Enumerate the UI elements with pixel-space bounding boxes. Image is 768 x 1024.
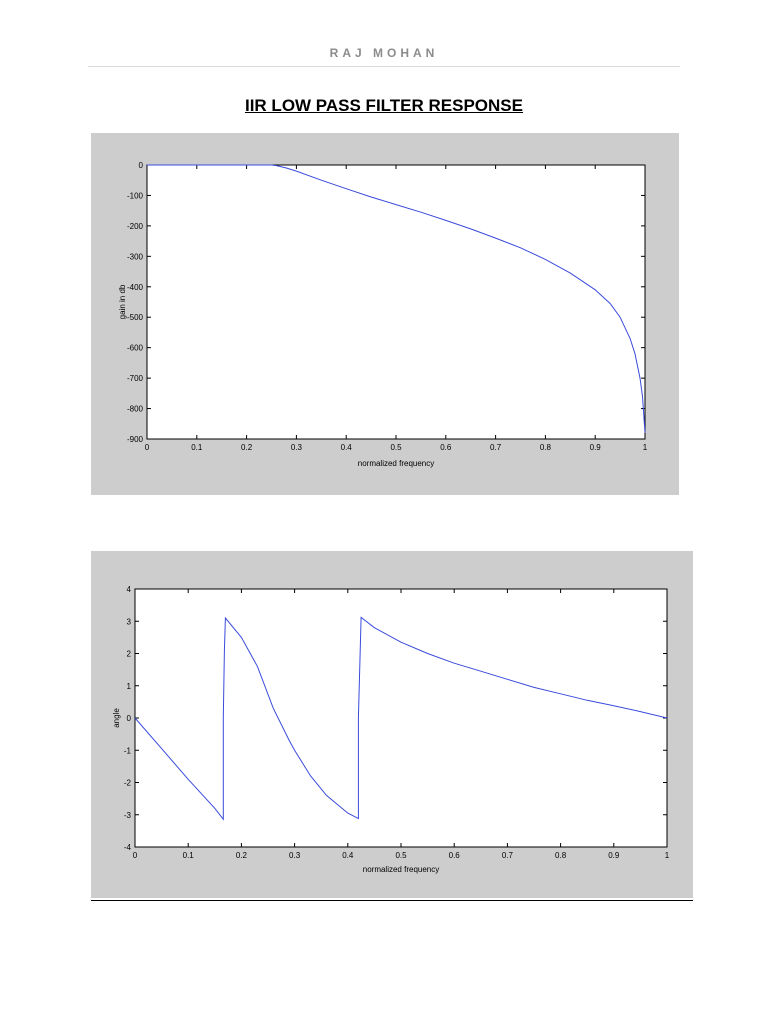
x-tick-label: 0.6: [449, 851, 461, 860]
x-tick-label: 0.5: [395, 851, 407, 860]
y-tick-label: 4: [127, 585, 132, 594]
x-tick-label: 0.4: [342, 851, 354, 860]
x-tick-label: 1: [643, 443, 648, 452]
x-axis-label: normalized frequency: [363, 865, 439, 874]
x-axis-label: normalized frequency: [358, 459, 434, 468]
x-tick-label: 0.2: [241, 443, 253, 452]
series-line: [147, 164, 646, 433]
x-tick-label: 0.3: [289, 851, 301, 860]
x-tick-label: 0.1: [183, 851, 195, 860]
x-tick-label: 0.9: [608, 851, 620, 860]
y-tick-label: 2: [127, 650, 132, 659]
y-tick-label: -500: [127, 313, 144, 322]
y-tick-label: -200: [127, 222, 144, 231]
x-tick-label: 0.5: [390, 443, 402, 452]
series-line: [134, 616, 668, 821]
plot-area: [146, 164, 646, 440]
y-tick-label: -300: [127, 252, 144, 261]
y-tick-label: -1: [124, 746, 132, 755]
phase-response-figure: 0 0.1 0.2 0.3 0.4 0.5 0.6 0.7 0.8 0.9 1 4 3 2 1 0 -1 -2 -3…: [91, 551, 693, 898]
y-tick-label: -4: [124, 843, 132, 852]
x-tick-label: 0.8: [540, 443, 552, 452]
x-tick-label: 0: [133, 851, 138, 860]
x-tick-label: 0.7: [490, 443, 502, 452]
y-axis-label: angle: [112, 708, 121, 728]
y-tick-label: -700: [127, 374, 144, 383]
document-title: IIR LOW PASS FILTER RESPONSE: [244, 96, 523, 115]
y-tick-label: -400: [127, 283, 144, 292]
y-tick-label: -100: [127, 191, 144, 200]
page-header-author: RAJ MOHAN: [329, 46, 439, 60]
y-tick-label: 1: [127, 682, 132, 691]
gain-response-chart: 0 0.1 0.2 0.3 0.4 0.5 0.6 0.7 0.8 0.9 1 0 -100 -200 -3…: [118, 161, 648, 468]
gain-response-figure: 0 0.1 0.2 0.3 0.4 0.5 0.6 0.7 0.8 0.9 1 0 -100 -200 -3…: [91, 133, 679, 495]
y-tick-label: -3: [124, 811, 132, 820]
y-tick-label: 3: [127, 617, 132, 626]
y-tick-label: -2: [124, 779, 132, 788]
x-tick-label: 0: [145, 443, 150, 452]
bottom-divider: [91, 900, 693, 901]
x-tick-label: 0.2: [236, 851, 248, 860]
x-tick-label: 0.8: [555, 851, 567, 860]
header-divider: [88, 66, 680, 67]
y-tick-label: -600: [127, 344, 144, 353]
phase-response-chart: 0 0.1 0.2 0.3 0.4 0.5 0.6 0.7 0.8 0.9 1 4 3 2 1 0 -1 -2 -3…: [112, 585, 670, 874]
y-axis-label: gain in db: [118, 284, 127, 319]
y-tick-label: 0: [139, 161, 144, 170]
y-tick-label: -800: [127, 405, 144, 414]
x-tick-label: 1: [665, 851, 670, 860]
x-tick-label: 0.3: [291, 443, 303, 452]
y-tick-label: -900: [127, 435, 144, 444]
x-tick-label: 0.1: [191, 443, 203, 452]
x-tick-label: 0.6: [440, 443, 452, 452]
x-tick-label: 0.9: [590, 443, 602, 452]
x-tick-label: 0.7: [502, 851, 514, 860]
y-tick-label: 0: [127, 714, 132, 723]
x-tick-label: 0.4: [341, 443, 353, 452]
